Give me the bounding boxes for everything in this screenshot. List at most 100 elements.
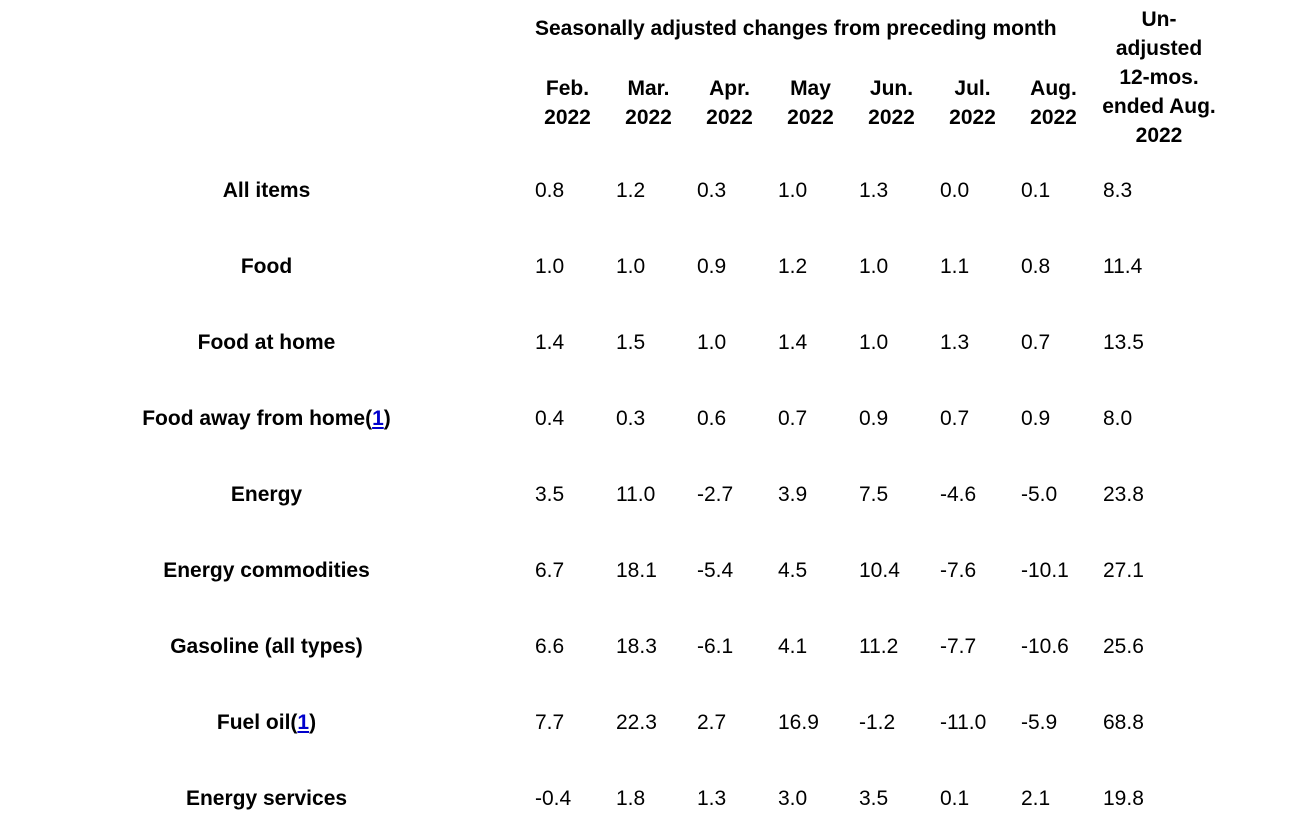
cell-value: 3.5 <box>535 483 565 506</box>
cell-value: 25.6 <box>1103 635 1144 658</box>
row-label: Food <box>0 252 533 282</box>
cell-value: 3.9 <box>778 483 808 506</box>
cell-value: 19.8 <box>1103 787 1144 810</box>
cell-value: 68.8 <box>1103 711 1144 734</box>
row-label-text: Energy <box>230 483 303 506</box>
cell-value: -5.0 <box>1021 483 1058 506</box>
group-header: Seasonally adjusted changes from precedi… <box>535 17 1057 40</box>
row-label: Fuel oil(1) <box>0 708 533 738</box>
note-close: ) <box>383 407 391 430</box>
column-header: Jul. 2022 <box>949 77 996 129</box>
cell-value: 8.0 <box>1103 407 1133 430</box>
cell-value: 1.1 <box>940 255 970 278</box>
cell-value: -0.4 <box>535 787 572 810</box>
cell-value: -5.9 <box>1021 711 1058 734</box>
row-label-text: Food <box>240 255 293 278</box>
row-label: Food away from home(1) <box>0 404 533 434</box>
cell-value: 0.8 <box>535 179 565 202</box>
cell-value: 0.7 <box>940 407 970 430</box>
cell-value: 0.9 <box>697 255 727 278</box>
cell-value: 0.7 <box>1021 331 1051 354</box>
cell-value: 1.3 <box>697 787 727 810</box>
cell-value: 0.8 <box>1021 255 1051 278</box>
cell-value: -1.2 <box>859 711 896 734</box>
cell-value: 18.3 <box>616 635 657 658</box>
cell-value: 18.1 <box>616 559 657 582</box>
row-label: Food at home <box>0 328 533 358</box>
footnote-link[interactable]: 1 <box>297 711 310 734</box>
cell-value: 1.3 <box>859 179 889 202</box>
cell-value: 7.7 <box>535 711 565 734</box>
cell-value: -7.6 <box>940 559 977 582</box>
row-label-text: All items <box>222 179 311 202</box>
row-label-text: Fuel oil <box>216 711 291 734</box>
cell-value: -4.6 <box>940 483 977 506</box>
cell-value: -7.7 <box>940 635 977 658</box>
cell-value: 1.2 <box>616 179 646 202</box>
row-label: Energy services <box>0 784 533 814</box>
column-header: Mar. 2022 <box>625 77 672 129</box>
row-label-text: Food at home <box>197 331 336 354</box>
cell-value: 0.7 <box>778 407 808 430</box>
note-open: ( <box>290 711 298 734</box>
cell-value: 1.4 <box>778 331 808 354</box>
cell-value: 11.2 <box>859 635 899 658</box>
cell-value: 1.0 <box>697 331 727 354</box>
cell-value: 1.5 <box>616 331 646 354</box>
cell-value: 4.1 <box>778 635 808 658</box>
row-label: Energy <box>0 480 533 510</box>
column-header: Aug. 2022 <box>1030 77 1077 129</box>
cell-value: 22.3 <box>616 711 657 734</box>
cell-value: 0.4 <box>535 407 565 430</box>
cell-value: 10.4 <box>859 559 900 582</box>
cell-value: 0.3 <box>616 407 646 430</box>
cell-value: 2.7 <box>697 711 727 734</box>
cell-value: 6.6 <box>535 635 565 658</box>
cell-value: 0.1 <box>940 787 970 810</box>
cell-value: 1.0 <box>778 179 808 202</box>
cell-value: -2.7 <box>697 483 734 506</box>
cell-value: 3.5 <box>859 787 889 810</box>
cell-value: -10.1 <box>1021 559 1069 582</box>
cell-value: 3.0 <box>778 787 808 810</box>
cell-value: -5.4 <box>697 559 734 582</box>
cell-value: -10.6 <box>1021 635 1069 658</box>
row-label-text: Energy commodities <box>163 559 370 582</box>
cell-value: 1.4 <box>535 331 565 354</box>
cell-value: 4.5 <box>778 559 808 582</box>
cell-value: 1.0 <box>616 255 646 278</box>
row-label-text: Energy services <box>185 787 348 810</box>
cell-value: 1.0 <box>859 331 889 354</box>
cell-value: 1.0 <box>535 255 565 278</box>
cell-value: 1.2 <box>778 255 808 278</box>
cell-value: 11.0 <box>616 483 656 506</box>
cell-value: 23.8 <box>1103 483 1144 506</box>
cell-value: 1.8 <box>616 787 646 810</box>
column-header: Feb. 2022 <box>544 77 591 129</box>
cell-value: 13.5 <box>1103 331 1144 354</box>
footnote-link[interactable]: 1 <box>372 407 384 430</box>
row-label: All items <box>0 176 533 206</box>
row-label-text: Gasoline (all types) <box>170 635 363 658</box>
cell-value: 0.0 <box>940 179 970 202</box>
cell-value: 2.1 <box>1021 787 1051 810</box>
column-header: Apr. 2022 <box>706 77 753 129</box>
cell-value: 11.4 <box>1103 255 1143 278</box>
cell-value: 7.5 <box>859 483 889 506</box>
cell-value: 0.6 <box>697 407 727 430</box>
cell-value: -6.1 <box>697 635 734 658</box>
cell-value: 8.3 <box>1103 179 1133 202</box>
cell-value: 0.9 <box>859 407 889 430</box>
note-close: ) <box>309 711 317 734</box>
cell-value: 0.1 <box>1021 179 1051 202</box>
column-header: May 2022 <box>787 77 834 129</box>
column-header: Un-adjusted 12-mos. ended Aug. 2022 <box>1102 8 1216 147</box>
note-open: ( <box>365 407 373 430</box>
cell-value: 0.9 <box>1021 407 1051 430</box>
cell-value: 0.3 <box>697 179 727 202</box>
row-label: Gasoline (all types) <box>0 632 533 662</box>
cell-value: 1.0 <box>859 255 889 278</box>
cell-value: -11.0 <box>940 711 987 734</box>
cell-value: 1.3 <box>940 331 970 354</box>
